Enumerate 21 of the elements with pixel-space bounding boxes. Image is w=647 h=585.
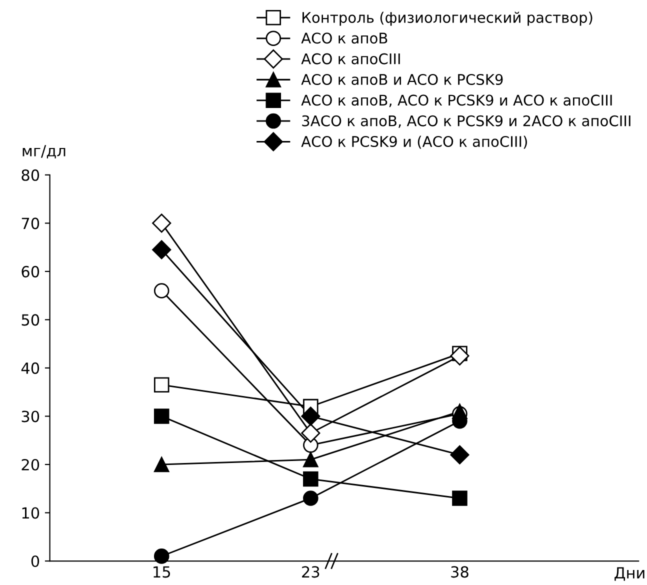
y-tick-label: 60 (22, 266, 40, 278)
x-tick-label: 23 (302, 566, 320, 578)
x-tick-label: 15 (154, 566, 170, 578)
legend-label: Контроль (физиологический раствор) (302, 12, 592, 26)
legend-label: АСО к PCSK9 и (АСО к апоCIII) (301, 136, 527, 149)
y-axis-title: мг/дл (22, 145, 66, 158)
legend-label: АСО к апоB (301, 32, 388, 44)
y-tick-label: 40 (21, 362, 40, 374)
x-tick-label: 38 (451, 566, 468, 578)
y-tick-label: 0 (31, 555, 40, 568)
y-tick-label: 20 (22, 458, 40, 471)
y-tick-label: 80 (22, 169, 40, 181)
legend-label: 3АСО к апоB, АСО к PCSK9 и 2АСО к апоCIII (302, 115, 630, 128)
y-tick-label: 70 (22, 218, 40, 230)
x-axis-title: Дни (614, 567, 644, 581)
y-tick-label: 30 (22, 410, 40, 422)
y-tick-label: 10 (22, 507, 40, 519)
legend-label: АСО к апоB, АСО к PCSK9 и АСО к апоCIII (301, 94, 612, 108)
legend-label: АСО к апоCIII (301, 53, 400, 64)
legend-label: АСО к апоB и АСО к PCSK9 (301, 74, 503, 85)
y-tick-label: 50 (22, 314, 40, 326)
